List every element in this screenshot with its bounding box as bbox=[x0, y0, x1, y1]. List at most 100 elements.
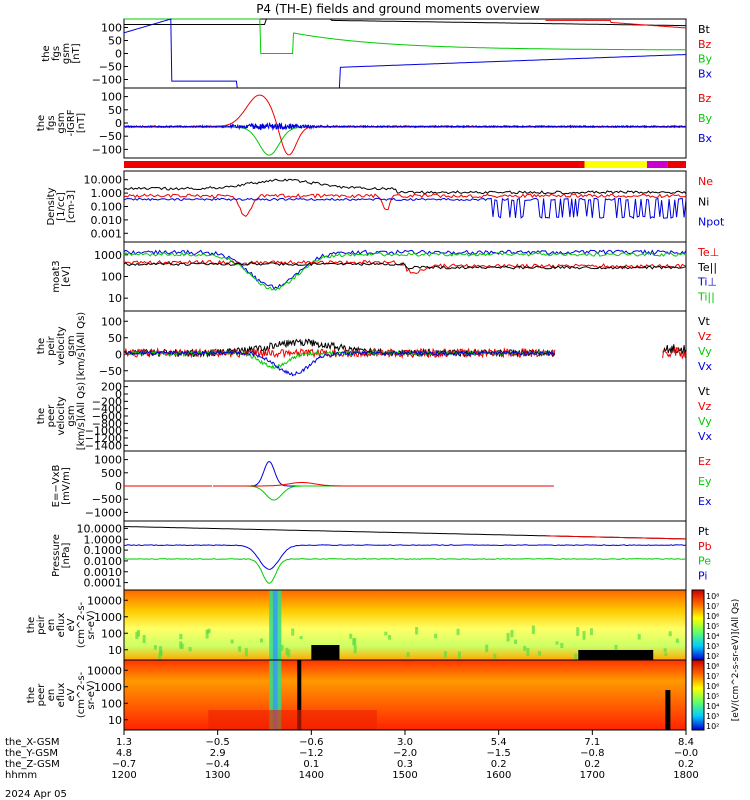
x-row-value: 0.3 bbox=[397, 759, 413, 770]
legend-Bz: Bz bbox=[698, 38, 712, 51]
y-tick-label: 200 bbox=[101, 381, 122, 394]
y-axis-label-line: moat3 bbox=[51, 260, 62, 292]
y-axis-label-line: gsm bbox=[61, 43, 72, 64]
y-tick-label: 10 bbox=[108, 644, 122, 657]
colorbar-tick-label: 10³ bbox=[706, 712, 719, 721]
y-tick-label: 50 bbox=[108, 332, 122, 345]
y-tick-label: 10000 bbox=[87, 664, 122, 677]
y-tick-label: 0.010 bbox=[91, 214, 123, 227]
legend-By: By bbox=[698, 53, 713, 66]
y-tick-label: 10.0000 bbox=[77, 522, 123, 535]
y-tick-label: 0.100 bbox=[91, 201, 123, 214]
spectrogram-feature bbox=[406, 652, 410, 657]
y-tick-label: −1200 bbox=[85, 432, 122, 445]
y-axis-label-line: sr-eV) bbox=[86, 680, 97, 709]
y-tick-label: 100 bbox=[101, 697, 122, 710]
y-axis-label-line: [km/s](All Qs) bbox=[76, 312, 87, 380]
panel-frame bbox=[123, 18, 687, 89]
spectrogram-feature bbox=[291, 628, 295, 636]
y-tick-label: −100 bbox=[92, 143, 122, 156]
spectrogram-feature bbox=[506, 632, 510, 642]
spectrogram-feature bbox=[668, 631, 672, 637]
y-axis-label: the fgs gsm [nT] bbox=[41, 43, 82, 64]
spectrogram-feature bbox=[352, 638, 356, 646]
spectrogram-feature bbox=[272, 590, 278, 660]
spectrogram-feature bbox=[675, 638, 679, 643]
x-row-value: 1500 bbox=[392, 770, 417, 781]
colorbar-tick-label: 10⁷ bbox=[706, 602, 719, 611]
colorbar-tick-label: 10⁵ bbox=[706, 692, 719, 701]
series-te-par bbox=[123, 262, 687, 270]
spectrogram-feature bbox=[179, 633, 183, 640]
colorbar-group: 10⁸10⁷10⁶10⁵10⁴10³10²10⁸10⁷10⁶10⁵10⁴10³1… bbox=[691, 589, 741, 731]
spectrogram-feature bbox=[637, 633, 641, 640]
series-bt bbox=[124, 18, 686, 27]
y-tick-label: 100 bbox=[101, 271, 122, 284]
y-axis-label-line: sr-eV) bbox=[86, 610, 97, 639]
spectrogram-feature bbox=[287, 649, 291, 658]
y-tick-label: 10.000 bbox=[84, 174, 123, 187]
y-axis-label: the peer velocity gsm [km/s](All Qs) bbox=[36, 382, 87, 450]
series-ey bbox=[213, 485, 391, 501]
spectrogram-feature bbox=[188, 647, 192, 652]
legend-Bx: Bx bbox=[698, 132, 713, 145]
legend-Ni: Ni bbox=[698, 195, 709, 208]
spectrogram-fill-mask bbox=[578, 650, 654, 660]
y-tick-label: 1000 bbox=[94, 249, 122, 262]
spectrogram-feature bbox=[538, 651, 542, 656]
panel-temperature: 1000 100 10 moat3 [eV] Te⊥ Te|| Ti⊥Ti|| bbox=[51, 241, 719, 312]
spectrogram-fill-mask bbox=[297, 660, 302, 730]
colorbar bbox=[691, 589, 705, 661]
spectrogram-feature bbox=[349, 633, 353, 639]
x-row-value: −0.4 bbox=[206, 759, 230, 770]
y-tick-label: 1000 bbox=[94, 681, 122, 694]
spectrogram-feature bbox=[560, 642, 564, 649]
y-tick-label: 1.000 bbox=[91, 187, 123, 200]
spectrogram-feature bbox=[614, 644, 618, 653]
y-tick-label: 0.1000 bbox=[84, 544, 123, 557]
series-ti-perp bbox=[123, 249, 687, 290]
legend-Te||: Te|| bbox=[697, 261, 717, 274]
y-axis-label: the peir velocity gsm [km/s](All Qs) bbox=[36, 312, 87, 380]
y-axis-label-line: en bbox=[46, 619, 57, 632]
spectrogram-feature bbox=[353, 645, 357, 654]
y-axis-label-line: the bbox=[26, 617, 37, 633]
spectrogram-feature bbox=[179, 641, 183, 649]
spectrogram-feature bbox=[142, 635, 146, 643]
spectrogram-feature bbox=[434, 633, 438, 639]
y-axis-label-line: eflux bbox=[56, 613, 67, 638]
y-axis-label-line: the bbox=[26, 687, 37, 703]
y-tick-label: −800 bbox=[92, 417, 122, 430]
y-axis-label-line: peer bbox=[46, 404, 57, 428]
spectrogram-feature bbox=[574, 653, 578, 661]
colorbar-tick-label: 10⁴ bbox=[706, 632, 719, 641]
x-row-value: 1800 bbox=[673, 770, 698, 781]
y-axis-label-line: [nPa] bbox=[61, 542, 72, 568]
spectrogram-feature bbox=[523, 645, 527, 651]
spectrogram-feature bbox=[299, 636, 303, 640]
y-axis-label-line: (cm^2-s- bbox=[76, 601, 87, 648]
legend-Te⊥: Te⊥ bbox=[697, 246, 719, 259]
panel-frame bbox=[123, 520, 687, 591]
spectrogram-feature bbox=[208, 710, 377, 730]
x-row-value: 1600 bbox=[486, 770, 511, 781]
y-axis-label-line: [km/s](All Qs) bbox=[76, 382, 87, 450]
y-axis-label-line: gsm bbox=[66, 405, 77, 426]
spectrogram-feature bbox=[485, 644, 489, 653]
series-pb bbox=[545, 535, 686, 540]
colorbar-tick-label: 10⁶ bbox=[706, 682, 719, 691]
spectrogram-feature bbox=[531, 625, 535, 634]
spectrogram-feature bbox=[493, 653, 497, 659]
y-tick-label: 0 bbox=[115, 480, 122, 493]
series-ez bbox=[213, 482, 391, 487]
legend-Vz: Vz bbox=[698, 400, 712, 413]
y-tick-label: −1000 bbox=[85, 425, 122, 438]
y-tick-label: 0.001 bbox=[91, 227, 123, 240]
x-row-label: the_Y-GSM bbox=[5, 748, 58, 759]
panel-mode_bar bbox=[124, 161, 686, 168]
y-tick-label: 0.0010 bbox=[84, 566, 123, 579]
spectrogram-feature bbox=[159, 650, 163, 656]
colorbar-tick-label: 10⁸ bbox=[706, 592, 719, 601]
